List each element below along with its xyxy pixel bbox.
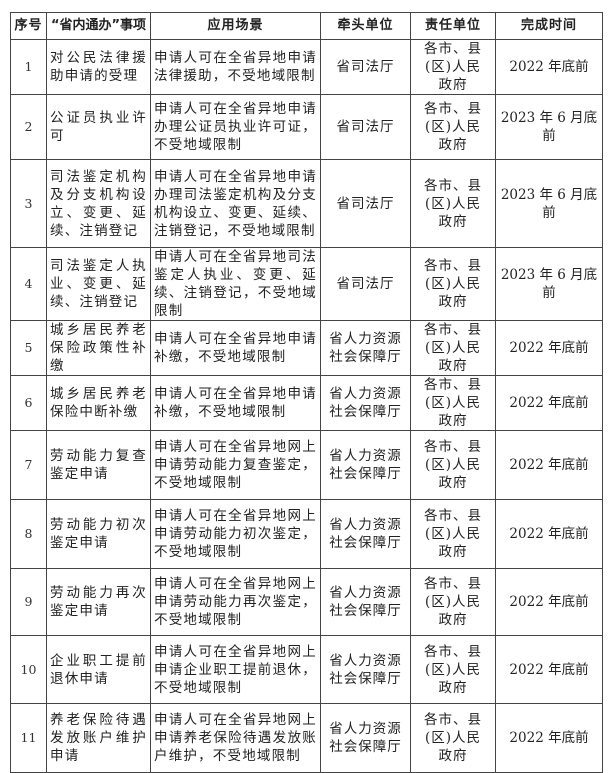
table-row: 9 劳动能力再次鉴定申请 申请人可在全省异地网上申请劳动能力再次鉴定，不受地域限制省… [10,568,603,636]
item-name: 公证员执业许可 [46,94,151,160]
table-header-row: 序号 “省内通办”事项 应用场景 牵头单位 责任单位 完成时间 [10,12,603,40]
row-number: 6 [10,375,47,431]
responsible-unit: 各市、县(区)人民政府 [410,375,496,431]
completion-time: 2022 年底前 [495,499,603,569]
lead-unit: 省人力资源社会保障厅 [320,430,411,500]
lead-unit: 省人力资源社会保障厅 [320,375,411,431]
responsible-unit: 各市、县(区)人民政府 [410,568,496,636]
application-scenario: 申请人可在全省异地申请补缴，不受地域限制 [150,320,321,376]
row-number: 11 [10,703,47,773]
item-name: 对公民法律援助申请的受理 [46,39,151,95]
application-scenario: 申请人可在全省异地网上申请劳动能力初次鉴定，不受地域限制 [150,499,321,569]
lead-unit: 省司法厅 [320,247,411,321]
responsible-unit: 各市、县(区)人民政府 [410,499,496,569]
completion-time: 2022 年底前 [495,635,603,704]
completion-time: 2022 年底前 [495,430,603,500]
table-row: 11 养老保险待遇发放账户维护申请 申请人可在全省异地网上申请养老保险待遇发放账户维… [10,703,603,773]
table-row: 5 城乡居民养老保险政策性补缴 申请人可在全省异地申请补缴，不受地域限制 省人力资源社… [10,320,603,376]
row-number: 9 [10,568,47,636]
table-row: 1 对公民法律援助申请的受理 申请人可在全省异地申请法律援助，不受地域限制 省司法厅各… [10,39,603,95]
responsible-unit: 各市、县(区)人民政府 [410,320,496,376]
table-row: 8 劳动能力初次鉴定申请 申请人可在全省异地网上申请劳动能力初次鉴定，不受地域限制省… [10,499,603,569]
table-row: 3 司法鉴定机构及分支机构设立、变更、延续、注销登记 申请人可在全省异地申请办理司法… [10,159,603,248]
row-number: 5 [10,320,47,376]
completion-time: 2023 年 6 月底前 [495,159,603,248]
lead-unit: 省人力资源社会保障厅 [320,703,411,773]
lead-unit: 省司法厅 [320,39,411,95]
row-number: 4 [10,247,47,321]
responsible-unit: 各市、县(区)人民政府 [410,39,496,95]
completion-time: 2022 年底前 [495,375,603,431]
completion-time: 2022 年底前 [495,568,603,636]
application-scenario: 申请人可在全省异地网上申请劳动能力复查鉴定，不受地域限制 [150,430,321,500]
application-scenario: 申请人可在全省异地司法鉴定人执业、变更、延续、注销登记，不受地域限制 [150,247,321,321]
table-row: 6 城乡居民养老保险中断补缴 申请人可在全省异地申请补缴，不受地域限制 省人力资源社会… [10,375,603,431]
row-number: 1 [10,39,47,95]
table-row: 7 劳动能力复查鉴定申请 申请人可在全省异地网上申请劳动能力复查鉴定，不受地域限制省… [10,430,603,500]
responsible-unit: 各市、县(区)人民政府 [410,247,496,321]
tongban-items-table: 序号 “省内通办”事项 应用场景 牵头单位 责任单位 完成时间 1 对公民法律援助… [10,12,603,773]
header-lead-unit: 牵头单位 [320,12,411,40]
completion-time: 2022 年底前 [495,320,603,376]
application-scenario: 申请人可在全省异地网上申请企业职工提前退休，不受地域限制 [150,635,321,704]
responsible-unit: 各市、县(区)人民政府 [410,430,496,500]
completion-time: 2023 年 6 月底前 [495,94,603,160]
item-name: 司法鉴定人执业、变更、延续、注销登记 [46,247,151,321]
item-name: 劳动能力复查鉴定申请 [46,430,151,500]
table-row: 4 司法鉴定人执业、变更、延续、注销登记 申请人可在全省异地司法鉴定人执业、变更、延… [10,247,603,321]
application-scenario: 申请人可在全省异地网上申请劳动能力再次鉴定，不受地域限制 [150,568,321,636]
application-scenario: 申请人可在全省异地申请办理公证员执业许可证，不受地域限制 [150,94,321,160]
table-row: 2 公证员执业许可 申请人可在全省异地申请办理公证员执业许可证，不受地域限制 省司法厅… [10,94,603,160]
header-no: 序号 [10,12,47,40]
item-name: 城乡居民养老保险政策性补缴 [46,320,151,376]
lead-unit: 省人力资源社会保障厅 [320,568,411,636]
header-responsible-unit: 责任单位 [410,12,496,40]
lead-unit: 省司法厅 [320,159,411,248]
completion-time: 2023 年 6 月底前 [495,247,603,321]
responsible-unit: 各市、县(区)人民政府 [410,159,496,248]
header-item: “省内通办”事项 [46,12,151,40]
completion-time: 2022 年底前 [495,703,603,773]
item-name: 养老保险待遇发放账户维护申请 [46,703,151,773]
application-scenario: 申请人可在全省异地申请法律援助，不受地域限制 [150,39,321,95]
lead-unit: 省人力资源社会保障厅 [320,320,411,376]
application-scenario: 申请人可在全省异地网上申请养老保险待遇发放账户维护，不受地域限制 [150,703,321,773]
item-name: 劳动能力再次鉴定申请 [46,568,151,636]
lead-unit: 省人力资源社会保障厅 [320,499,411,569]
item-name: 司法鉴定机构及分支机构设立、变更、延续、注销登记 [46,159,151,248]
row-number: 10 [10,635,47,704]
row-number: 7 [10,430,47,500]
responsible-unit: 各市、县(区)人民政府 [410,635,496,704]
responsible-unit: 各市、县(区)人民政府 [410,703,496,773]
table-row: 10 企业职工提前退休申请 申请人可在全省异地网上申请企业职工提前退休，不受地域限制… [10,635,603,704]
item-name: 城乡居民养老保险中断补缴 [46,375,151,431]
item-name: 企业职工提前退休申请 [46,635,151,704]
application-scenario: 申请人可在全省异地申请补缴，不受地域限制 [150,375,321,431]
lead-unit: 省司法厅 [320,94,411,160]
header-completion-time: 完成时间 [495,12,603,40]
row-number: 2 [10,94,47,160]
lead-unit: 省人力资源社会保障厅 [320,635,411,704]
responsible-unit: 各市、县(区)人民政府 [410,94,496,160]
row-number: 3 [10,159,47,248]
header-scenario: 应用场景 [150,12,321,40]
application-scenario: 申请人可在全省异地申请办理司法鉴定机构及分支机构设立、变更、延续、注销登记，不受… [150,159,321,248]
item-name: 劳动能力初次鉴定申请 [46,499,151,569]
row-number: 8 [10,499,47,569]
completion-time: 2022 年底前 [495,39,603,95]
